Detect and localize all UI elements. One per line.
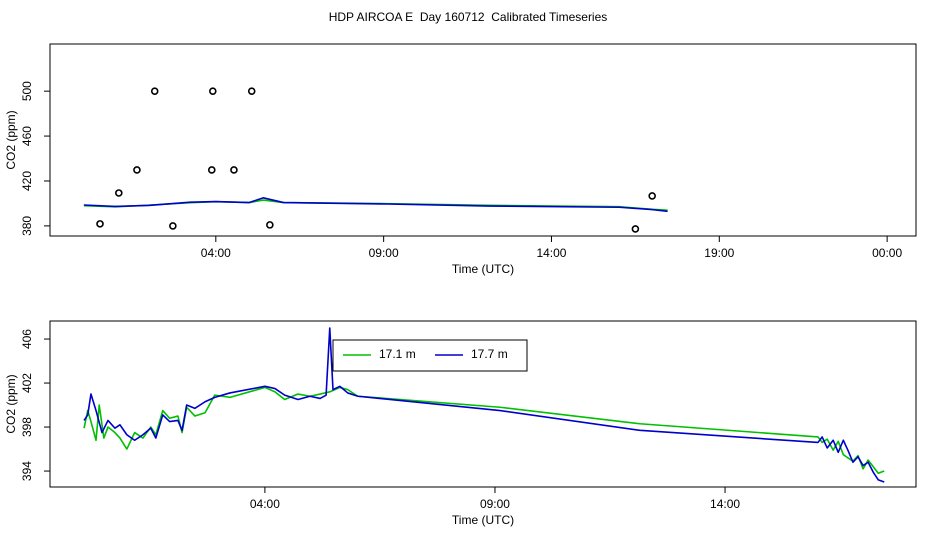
series-line — [83, 199, 668, 211]
data-point — [115, 189, 123, 197]
x-axis-label: Time (UTC) — [452, 262, 514, 276]
series-line — [83, 327, 885, 483]
x-tick-label: 04:00 — [250, 497, 280, 511]
series-line — [83, 197, 668, 213]
y-tick-label: 380 — [20, 216, 34, 236]
data-point — [208, 87, 217, 95]
x-tick-label: 14:00 — [536, 246, 566, 260]
data-point — [266, 221, 274, 229]
data-point — [150, 87, 159, 95]
x-tick-label: 14:00 — [710, 497, 740, 511]
data-point — [207, 166, 216, 174]
y-tick-label: 460 — [20, 126, 34, 146]
y-tick-label: 398 — [20, 417, 34, 437]
series-line — [83, 386, 885, 475]
data-point — [133, 166, 141, 174]
legend-label: 17.1 m — [379, 347, 416, 361]
x-tick-label: 09:00 — [480, 497, 510, 511]
data-point — [648, 192, 656, 200]
x-tick-label: 09:00 — [369, 246, 399, 260]
data-point — [169, 222, 177, 230]
plot-frame — [49, 43, 917, 237]
x-tick-label: 04:00 — [201, 246, 231, 260]
x-tick-label: 19:00 — [704, 246, 734, 260]
y-axis-label: CO2 (ppm) — [4, 374, 18, 433]
y-tick-label: 394 — [20, 461, 34, 481]
legend-label: 17.7 m — [471, 347, 508, 361]
y-tick-label: 420 — [20, 171, 34, 191]
y-tick-label: 402 — [20, 373, 34, 393]
y-axis-label: CO2 (ppm) — [4, 110, 18, 169]
y-tick-label: 500 — [20, 81, 34, 101]
plot-frame — [49, 320, 917, 488]
data-point — [230, 166, 238, 174]
x-axis-label: Time (UTC) — [452, 513, 514, 527]
y-tick-label: 406 — [20, 329, 34, 349]
x-tick-label: 00:00 — [872, 246, 902, 260]
data-point — [631, 225, 640, 233]
chart-title: HDP AIRCOA E Day 160712 Calibrated Times… — [329, 10, 608, 24]
data-point — [96, 220, 104, 228]
data-point — [247, 87, 256, 95]
